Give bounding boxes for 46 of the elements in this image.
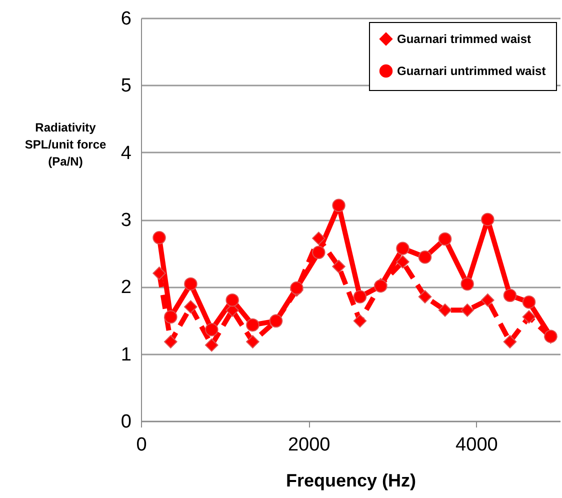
point — [418, 290, 432, 304]
point — [226, 293, 239, 307]
point — [332, 260, 346, 274]
x-tick-label: 4000 — [456, 434, 498, 456]
point — [481, 293, 494, 307]
y-axis-title: Radiativity SPL/unit force (Pa/N) — [24, 120, 106, 168]
point — [396, 242, 410, 255]
point — [438, 304, 452, 317]
x-axis-title: Frequency (Hz) — [286, 470, 416, 490]
point — [152, 231, 166, 244]
point — [481, 212, 494, 226]
point — [246, 335, 260, 348]
point — [332, 198, 346, 212]
x-tick-label: 0 — [136, 434, 147, 456]
point — [312, 246, 326, 260]
point — [418, 250, 432, 264]
point — [246, 318, 260, 332]
legend-label: Guarnari trimmed waist — [397, 32, 532, 46]
point — [205, 323, 218, 336]
point — [460, 304, 474, 317]
point — [312, 232, 326, 245]
point — [353, 314, 367, 328]
point — [152, 266, 166, 280]
point — [460, 277, 474, 291]
point — [522, 296, 536, 309]
point — [269, 314, 283, 328]
point — [184, 300, 198, 314]
y-tick-label: 5 — [120, 76, 132, 97]
y-tick-label: 3 — [120, 210, 132, 231]
point — [438, 232, 452, 246]
y-tick-label: 2 — [120, 277, 132, 298]
point — [353, 290, 367, 304]
y-tick-label: 6 — [120, 8, 132, 30]
y-tick-label: 1 — [120, 344, 132, 366]
point — [164, 310, 178, 324]
point — [164, 335, 178, 348]
x-tick-label: 2000 — [288, 434, 330, 456]
y-tick-label: 4 — [120, 142, 132, 164]
y-tick-label: 0 — [120, 412, 132, 432]
point — [205, 338, 218, 352]
point — [184, 277, 198, 291]
legend-label: Guarnari untrimmed waist — [397, 64, 546, 78]
point — [503, 335, 517, 348]
point — [503, 288, 517, 302]
point — [522, 310, 536, 324]
point — [396, 255, 410, 268]
